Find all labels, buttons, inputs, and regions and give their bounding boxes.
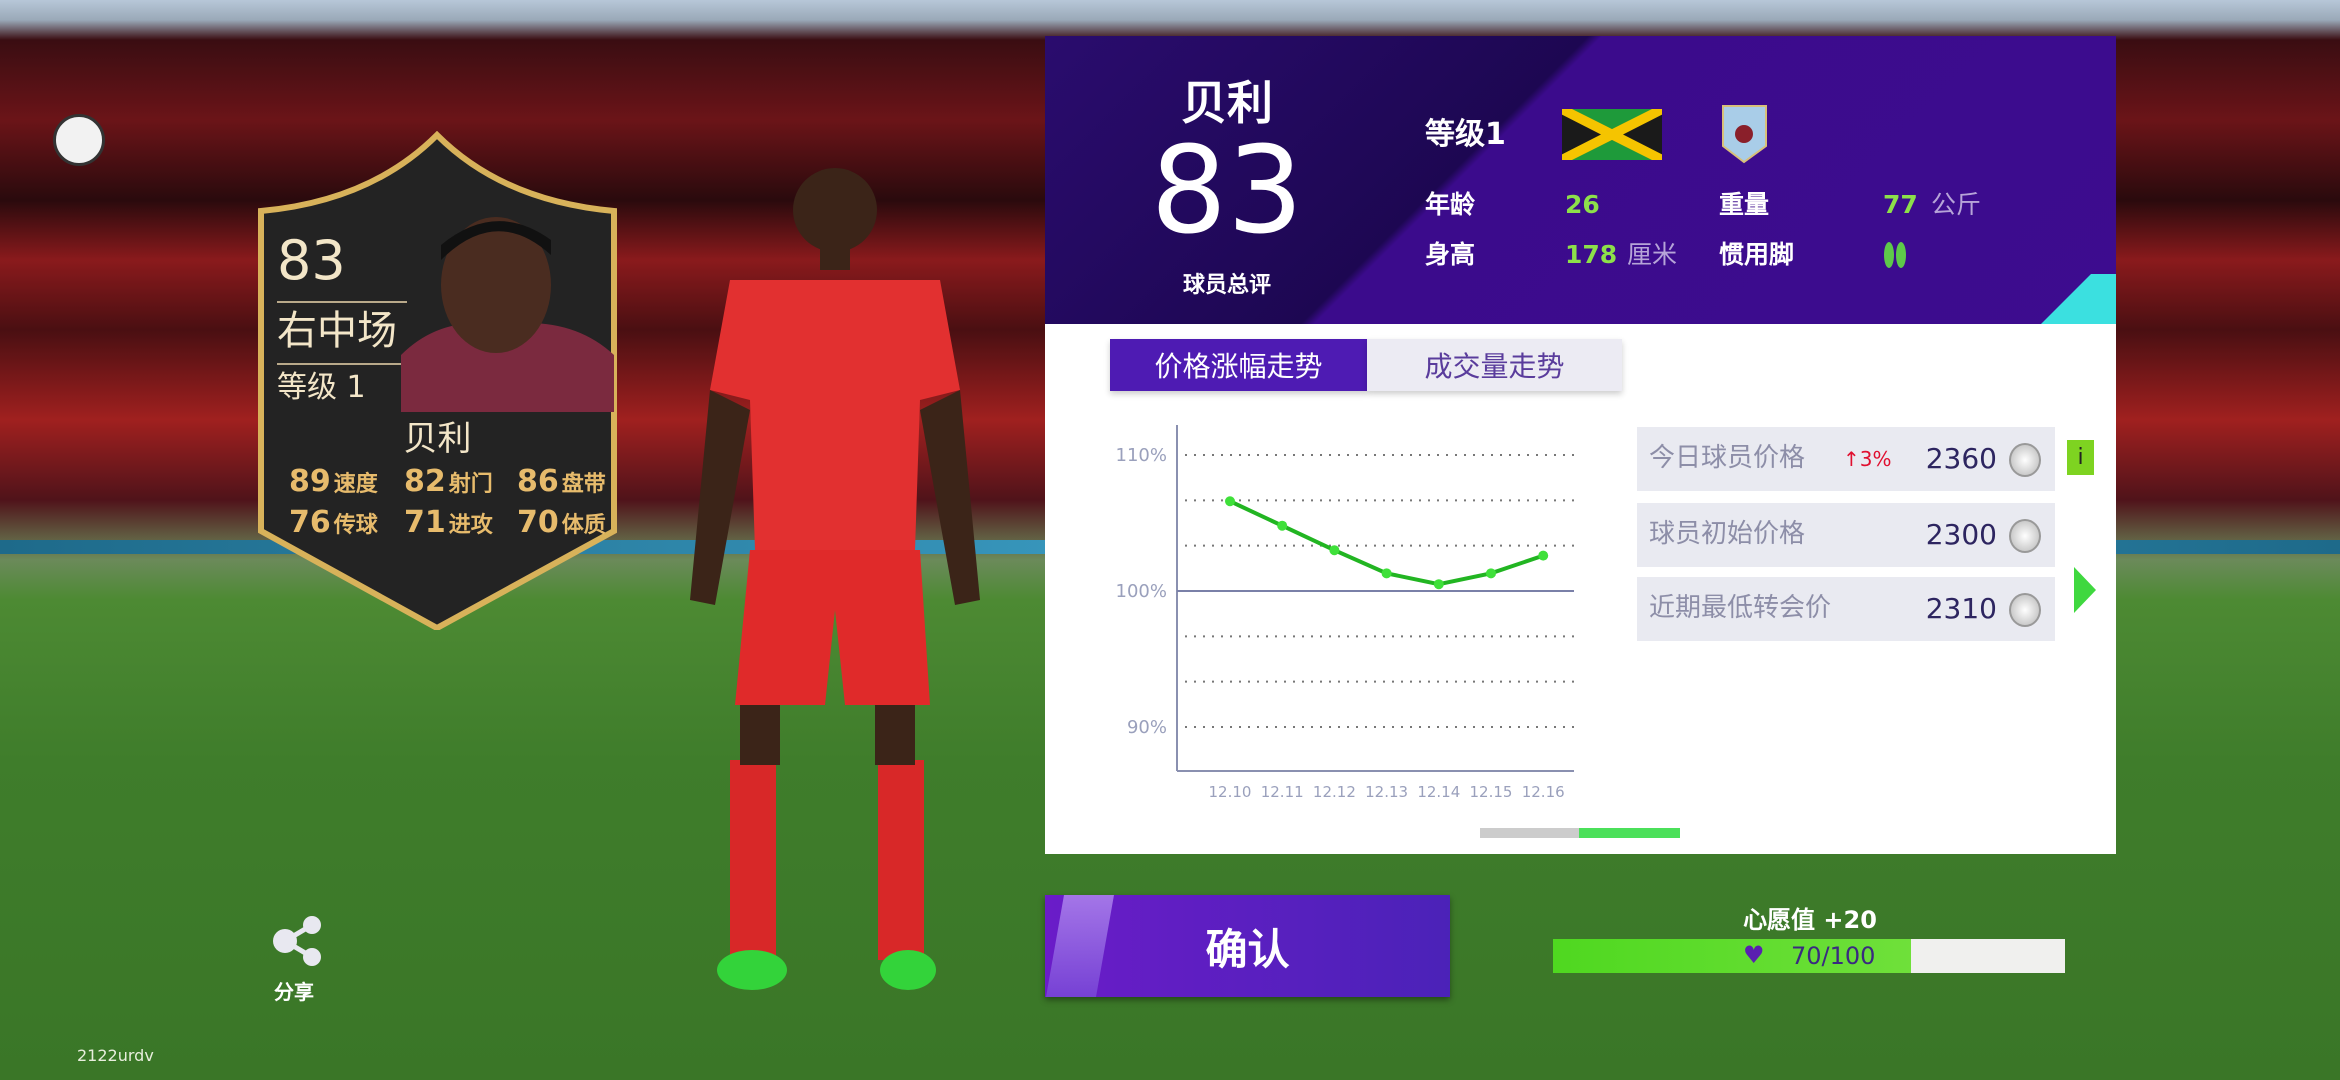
coin-icon [2009,593,2041,627]
jamaica-flag-icon [1562,109,1662,160]
player-model [690,168,980,990]
info-button[interactable]: i [2067,440,2094,475]
player-card[interactable]: 83 右中场 等级 1 贝利 89 速度 82 射门 86 盘带 76 传球 71 进攻 … [251,131,624,630]
stat-shooting: 82 射门 [404,464,493,499]
player-info-header: 贝利 83 球员总评 等级1 年龄 26 重量 77 公斤 身高 178 厘米 … [1045,36,2116,324]
stat-passing: 76 传球 [289,505,378,540]
price-value: 2300 [1925,518,1997,551]
player-photo [401,205,614,412]
price-label: 今日球员价格 [1649,443,1806,473]
pager-dot-2[interactable] [1579,828,1680,838]
y-tick-label: 100% [1116,581,1167,602]
share-label[interactable]: 分享 [274,980,314,1004]
height-unit: 厘米 [1627,240,1678,269]
data-point [1486,568,1496,579]
y-tick-label: 110% [1116,445,1167,466]
price-value: 2310 [1925,592,1997,625]
data-point [1329,545,1340,556]
club-crest-icon [1722,105,1767,164]
arrow-up-icon: ↑ [1843,447,1860,471]
height-label: 身高 [1425,240,1476,269]
overall-label: 球员总评 [1182,273,1271,298]
f-logo-icon [1046,895,1114,997]
card-position: 右中场 [277,308,397,354]
x-tick-label: 12.15 [1470,783,1513,801]
data-point [1277,520,1288,531]
player-level: 等级1 [1425,117,1506,152]
data-point [1381,568,1392,579]
foot-label: 惯用脚 [1719,240,1795,269]
confirm-button[interactable]: 确认 [1045,895,1450,997]
weight-unit: 公斤 [1931,190,1982,219]
wish-progress-bar: ♥ 70/100 [1553,939,2065,973]
card-level: 等级 1 [277,370,366,405]
next-arrow-icon[interactable] [2074,567,2096,613]
price-row-today: 今日球员价格 ↑3% 2360 [1637,427,2055,491]
pager-dot-1[interactable] [1480,828,1579,838]
price-change: ↑3% [1843,447,1892,471]
overall-rating: 83 [1150,122,1304,261]
price-row-initial: 球员初始价格 2300 [1637,503,2055,567]
price-label: 球员初始价格 [1649,519,1806,549]
tab-volume-trend[interactable]: 成交量走势 [1367,339,1622,391]
y-tick-label: 90% [1127,717,1167,738]
wish-label: 心愿值 +20 [1743,906,1877,934]
weight-label: 重量 [1719,190,1770,219]
player-name: 贝利 [1181,76,1273,130]
coin-icon [2009,443,2041,477]
x-tick-label: 12.11 [1261,783,1304,801]
x-tick-label: 12.10 [1209,783,1252,801]
stat-physical: 70 体质 [517,505,606,540]
weight-value: 77 [1883,190,1918,219]
price-value: 2360 [1925,442,1997,475]
coin-icon [2009,519,2041,553]
data-point [1433,579,1444,590]
x-tick-label: 12.13 [1365,783,1408,801]
divider [277,301,407,303]
wish-progress-fill [1553,939,1912,973]
x-tick-label: 12.12 [1313,783,1356,801]
height-value: 178 [1565,240,1618,269]
share-icon[interactable] [270,913,326,969]
x-tick-label: 12.16 [1522,783,1565,801]
x-tick-label: 12.14 [1417,783,1460,801]
heart-icon: ♥ [1743,941,1765,969]
card-rating: 83 [277,229,346,292]
divider [277,363,407,365]
foot-icon [1884,242,1906,268]
price-row-lowest: 近期最低转会价 2310 [1637,577,2055,641]
data-point [1538,550,1549,561]
tab-price-trend[interactable]: 价格涨幅走势 [1110,339,1367,391]
player-detail-panel: 贝利 83 球员总评 等级1 年龄 26 重量 77 公斤 身高 178 厘米 … [1045,36,2116,854]
data-point [1225,496,1235,507]
price-label: 近期最低转会价 [1649,593,1832,623]
wish-value: 70/100 [1791,942,1876,970]
age-label: 年龄 [1425,190,1476,219]
card-name: 贝利 [403,419,472,459]
stat-attack: 71 进攻 [404,505,493,540]
price-chart: 110% 100% 90% 12.10 12.11 12.12 12.13 12.14 12.1… [1116,425,1574,801]
menu-toggle-button[interactable] [53,114,105,166]
stat-dribbling: 86 盘带 [517,464,606,499]
user-id: 2122urdv [77,1046,154,1065]
age-value: 26 [1565,190,1600,219]
stat-pace: 89 速度 [289,464,378,499]
